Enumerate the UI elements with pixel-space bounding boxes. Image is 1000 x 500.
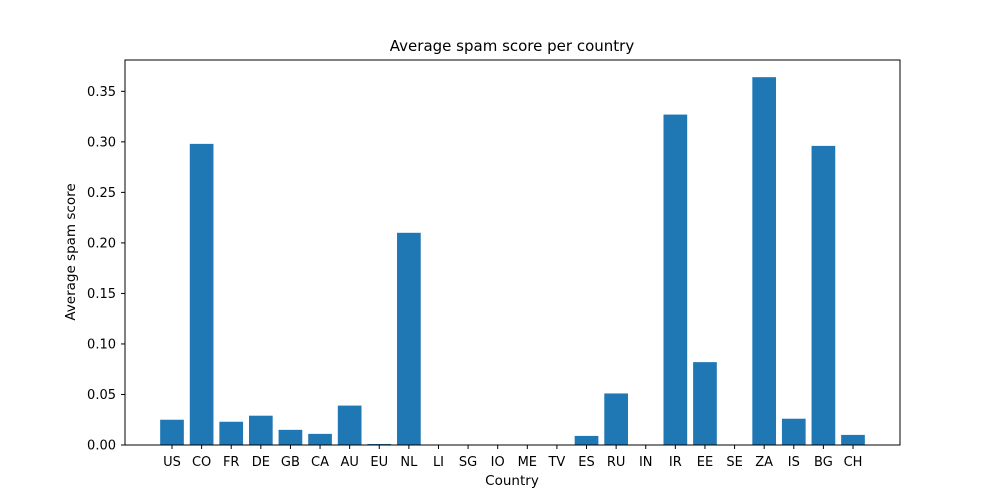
x-tick-label: IS [788,455,800,470]
bar-us [160,419,184,445]
x-tick-label: RU [607,455,626,470]
y-tick-label: 0.30 [87,135,116,150]
x-tick-label: ME [518,455,537,470]
bar-eu [367,443,392,445]
x-tick-label: DE [252,455,270,470]
x-tick-label: FR [223,455,240,470]
x-tick-label: IR [669,455,682,470]
y-tick-label: 0.05 [87,388,116,403]
x-tick-label: IO [491,455,505,470]
x-tick-label: EE [697,455,713,470]
bar-bg [811,145,836,445]
bar-de [248,415,273,445]
y-tick-label: 0.00 [87,439,116,454]
bar-fr [219,421,244,445]
y-tick-label: 0.25 [87,186,116,201]
bar-ir [663,114,688,445]
y-tick-label: 0.15 [87,287,116,302]
bar-ee [693,362,717,445]
bar-co [189,143,214,445]
x-tick-label: BG [814,455,833,470]
y-tick-label: 0.20 [87,236,116,251]
chart-title: Average spam score per country [390,37,635,55]
plot-frame [124,59,901,446]
bar-gb [278,429,303,445]
x-tick-label: CH [844,455,863,470]
y-tick-label: 0.10 [87,337,116,352]
bars-group [160,77,865,446]
bar-ru [604,393,628,445]
x-tick-label: ZA [755,455,773,470]
x-tick-label: US [163,455,181,470]
x-tick-label: CO [192,455,211,470]
x-tick-label: TV [547,455,565,470]
x-tick-label: IN [639,455,653,470]
bar-ca [308,433,332,445]
x-tick-label: SE [726,455,742,470]
bar-au [337,405,362,445]
bar-ch [841,434,865,445]
x-axis-label: Country [485,473,539,489]
bar-nl [397,232,421,445]
x-tick-label: SG [459,455,477,470]
x-tick-label: CA [311,455,329,470]
x-tick-label: AU [340,455,358,470]
bar-is [781,418,806,445]
x-tick-label: LI [433,455,444,470]
x-tick-label: ES [578,455,594,470]
y-tick-label: 0.35 [87,85,116,100]
x-axis-ticks: US CO FR DE GB CA AU EU NL LI SG IO ME TV ES RU IN IR EE SE… [163,445,862,470]
bar-es [574,435,599,445]
y-axis-label: Average spam score [63,183,79,320]
bar-za [752,77,777,446]
x-tick-label: NL [400,455,418,470]
x-tick-label: EU [370,455,388,470]
y-axis-ticks: 0.00 0.05 0.10 0.15 0.20 0.25 0.30 0.35 [87,85,125,454]
x-tick-label: GB [281,455,300,470]
